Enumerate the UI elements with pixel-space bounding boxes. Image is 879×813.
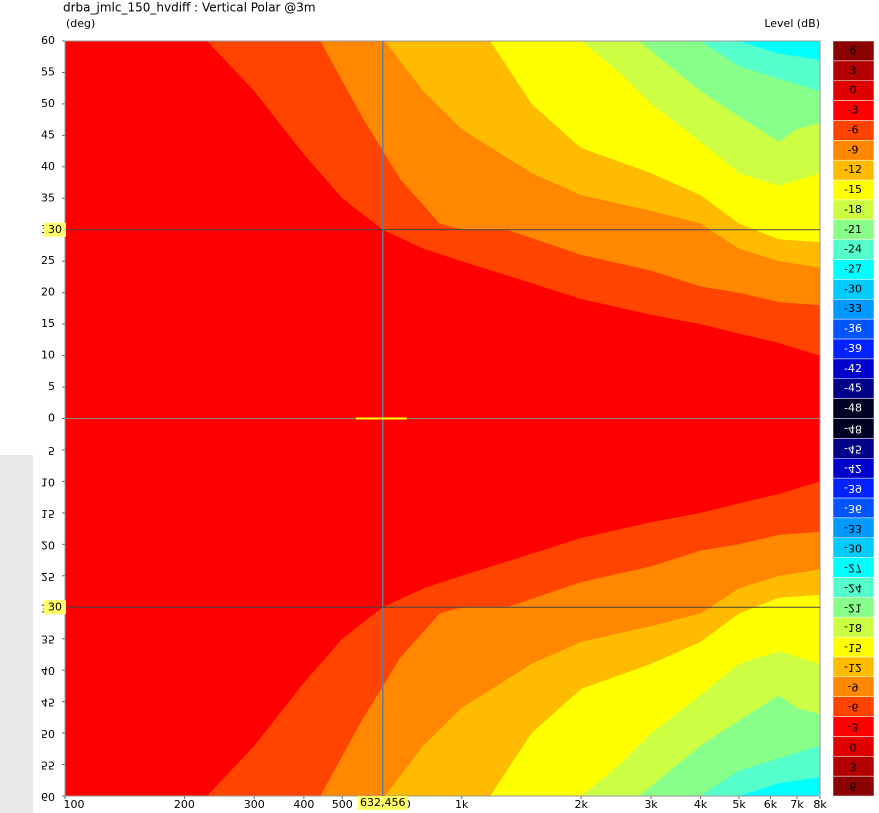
x-tick-label: 5k [732, 798, 746, 811]
y-tick-label: 35 [41, 633, 55, 646]
colorbar-label: 6 [850, 780, 857, 793]
colorbar-label: -48 [844, 402, 862, 415]
cursor-angle-label: 30 [48, 600, 62, 613]
y-tick-label: 0 [48, 412, 55, 425]
side-panel [0, 455, 33, 813]
chart-title: drba_jmlc_150_hvdiff : Vertical Polar @3… [63, 1, 316, 15]
colorbar-label: 3 [850, 760, 857, 773]
x-tick-label: 7k [790, 798, 804, 811]
colorbar-label: -15 [844, 641, 862, 654]
colorbar-label: -45 [844, 382, 862, 395]
colorbar-label: -12 [844, 163, 862, 176]
x-tick-label: 400 [293, 798, 314, 811]
x-tick-label: 3k [644, 798, 658, 811]
colorbar-label: -21 [844, 601, 862, 614]
colorbar-label: -3 [848, 104, 859, 117]
cursor-angle-label: 30 [48, 223, 62, 236]
colorbar-label: -45 [844, 442, 862, 455]
y-tick-label: 40 [41, 160, 55, 173]
x-tick-label: 200 [174, 798, 195, 811]
colorbar-label: -3 [848, 720, 859, 733]
colorbar-label: -21 [844, 223, 862, 236]
y-tick-label: 15 [41, 317, 55, 330]
colorbar-cell [832, 418, 875, 439]
cursor-label-box [44, 222, 66, 237]
y-tick-label: 45 [41, 696, 55, 709]
colorbar-label: -9 [848, 681, 859, 694]
colorbar-label: 6 [850, 44, 857, 57]
colorbar-label: -24 [844, 243, 862, 256]
x-tick-label: 8k [813, 798, 827, 811]
y-axis-label: (deg) [66, 17, 95, 30]
y-tick-label: 40 [41, 664, 55, 677]
colorbar-label: -18 [844, 621, 862, 634]
colorbar-label: 0 [850, 84, 857, 97]
y-tick-label: 25 [41, 570, 55, 583]
colorbar-label: -30 [844, 542, 862, 555]
colorbar-label: -30 [844, 282, 862, 295]
colorbar-label: -24 [844, 581, 862, 594]
y-tick-label: 20 [41, 538, 55, 551]
colorbar-label: -48 [844, 422, 862, 435]
colorbar-label: -39 [844, 342, 862, 355]
y-tick-label: 20 [41, 286, 55, 299]
colorbar-label: -6 [848, 701, 859, 714]
x-tick-label: 500 [332, 798, 353, 811]
y-tick-label: 55 [41, 65, 55, 78]
y-tick-label: 25 [41, 254, 55, 267]
colorbar-label: -33 [844, 302, 862, 315]
y-tick-label: 60 [41, 34, 55, 47]
y-tick-label: 45 [41, 128, 55, 141]
colorbar-label: -15 [844, 183, 862, 196]
x-tick-label: 300 [244, 798, 265, 811]
colorbar-label: -12 [844, 661, 862, 674]
colorbar-label: 3 [850, 64, 857, 77]
y-tick-label: 5 [48, 380, 55, 393]
y-tick-label: 35 [41, 191, 55, 204]
colorbar-label: Level (dB) [764, 17, 820, 30]
x-tick-label: 1k [455, 798, 469, 811]
y-tick-label: 55 [41, 759, 55, 772]
y-tick-label: 10 [41, 349, 55, 362]
contour-band [739, 777, 820, 796]
y-tick-label: 15 [41, 507, 55, 520]
colorbar-label: -27 [844, 562, 862, 575]
colorbar-label: -9 [848, 143, 859, 156]
plot-frame [64, 40, 821, 797]
x-tick-label: 4k [694, 798, 708, 811]
colorbar-label: -33 [844, 522, 862, 535]
cursor-label-box [44, 600, 66, 615]
x-tick-label: 6k [764, 798, 778, 811]
y-tick-label: 10 [41, 475, 55, 488]
colorbar-label: -36 [844, 322, 862, 335]
colorbar-label: -36 [844, 502, 862, 515]
x-tick-label: 2k [574, 798, 588, 811]
cursor-x-label: 632,456 [360, 796, 406, 809]
colorbar-label: -6 [848, 123, 859, 136]
y-tick-label: 50 [41, 97, 55, 110]
y-tick-label: 60 [41, 790, 55, 803]
contour-band [739, 41, 820, 60]
colorbar-label: 0 [850, 740, 857, 753]
colorbar-label: -42 [844, 462, 862, 475]
y-tick-label: 5 [48, 444, 55, 457]
x-tick-label: 100 [64, 798, 85, 811]
colorbar-label: -18 [844, 203, 862, 216]
cursor-label-box [357, 796, 408, 810]
colorbar-label: -39 [844, 482, 862, 495]
colorbar-label: -42 [844, 362, 862, 375]
y-tick-label: 50 [41, 727, 55, 740]
colorbar-label: -27 [844, 262, 862, 275]
